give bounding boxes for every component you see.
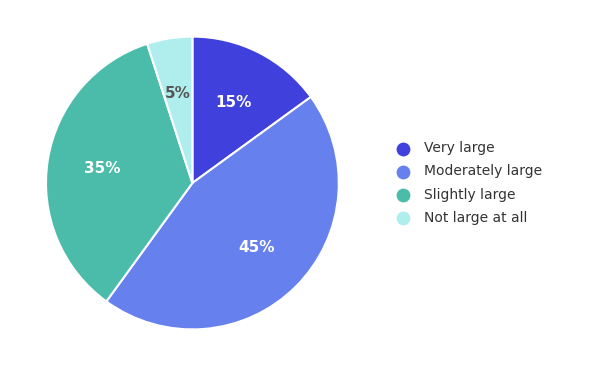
Legend: Very large, Moderately large, Slightly large, Not large at all: Very large, Moderately large, Slightly l… — [382, 135, 549, 231]
Text: 35%: 35% — [85, 161, 121, 176]
Text: 15%: 15% — [215, 95, 252, 110]
Wedge shape — [46, 44, 192, 302]
Text: 5%: 5% — [165, 86, 191, 101]
Wedge shape — [107, 97, 339, 329]
Wedge shape — [192, 37, 311, 183]
Text: 45%: 45% — [239, 240, 275, 255]
Wedge shape — [147, 37, 192, 183]
